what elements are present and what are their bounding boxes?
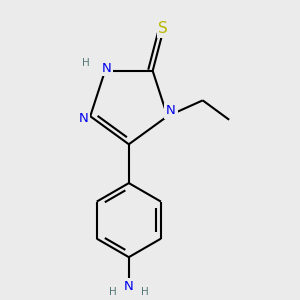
- Text: N: N: [79, 112, 89, 124]
- Text: H: H: [141, 287, 148, 297]
- Text: S: S: [158, 21, 168, 36]
- Text: H: H: [109, 287, 117, 297]
- Text: N: N: [166, 104, 176, 117]
- Text: H: H: [82, 58, 89, 68]
- Text: N: N: [124, 280, 134, 293]
- Text: N: N: [102, 61, 112, 75]
